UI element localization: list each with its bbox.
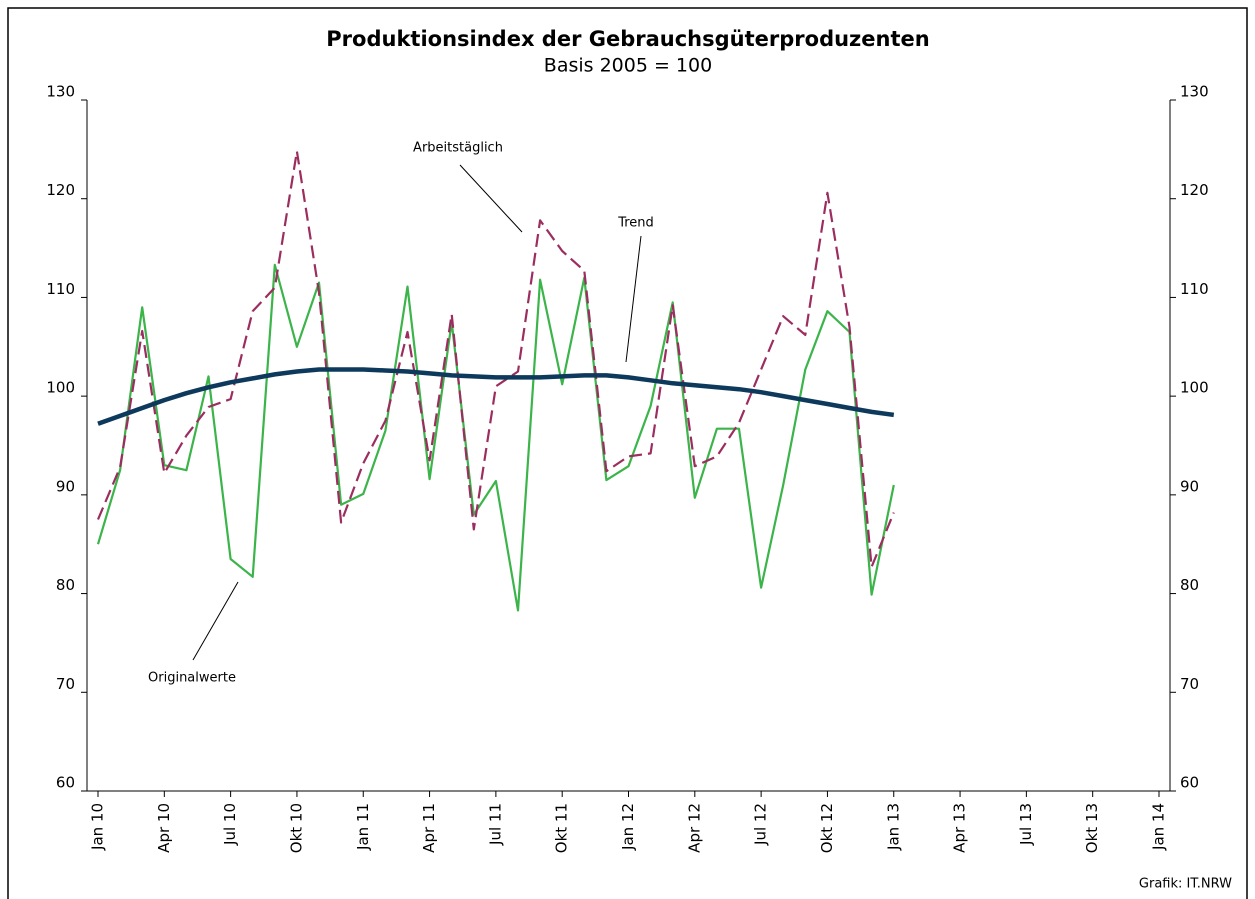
- y2-tick-label: 120: [1180, 181, 1209, 199]
- x-tick-label: Apr 12: [685, 803, 703, 853]
- x-tick-label: Okt 11: [553, 803, 571, 853]
- annotation: Arbeitstäglich: [413, 141, 503, 156]
- chart-title: Produktionsindex der Gebrauchsgüterprodu…: [326, 27, 929, 51]
- x-tick-label: Jul 12: [752, 803, 770, 846]
- line-series: [96, 150, 895, 568]
- y-tick-label: 70: [56, 675, 75, 693]
- x-tick-label: Okt 13: [1083, 803, 1101, 853]
- leader-line: [459, 164, 523, 233]
- y-tick-label: 60: [56, 774, 75, 792]
- y2-tick-label: 90: [1180, 477, 1199, 495]
- leader-line: [625, 235, 642, 363]
- x-tick-label: Jan 12: [619, 803, 637, 851]
- y-tick-label: 130: [46, 83, 75, 101]
- y2-tick-label: 130: [1180, 83, 1209, 101]
- y2-tick-label: 80: [1180, 576, 1199, 594]
- x-tick-label: Apr 13: [951, 803, 969, 853]
- x-tick-label: Apr 11: [420, 803, 438, 853]
- x-tick-label: Jan 13: [884, 803, 902, 851]
- x-tick-label: Okt 12: [818, 803, 836, 853]
- y2-tick-label: 70: [1180, 675, 1199, 693]
- x-tick-label: Jul 11: [486, 803, 504, 846]
- y2-tick-label: 60: [1180, 774, 1199, 792]
- line-series: [96, 263, 895, 612]
- source-note: Grafik: IT.NRW: [1139, 877, 1232, 892]
- y-tick-label: 80: [56, 576, 75, 594]
- x-tick-label: Jan 11: [354, 803, 372, 851]
- annotation: Originalwerte: [148, 671, 236, 686]
- y-tick-label: 90: [56, 477, 75, 495]
- x-tick-label: Jan 10: [89, 803, 107, 851]
- y-tick-label: 120: [46, 181, 75, 199]
- y-tick-label: 100: [46, 379, 75, 397]
- frame: [7, 7, 1248, 899]
- annotation: Trend: [617, 216, 654, 231]
- leader-line: [192, 581, 239, 661]
- x-tick-label: Jan 14: [1150, 803, 1168, 851]
- x-tick-label: Okt 10: [287, 803, 305, 853]
- y2-tick-label: 110: [1180, 280, 1209, 298]
- x-tick-label: Jul 13: [1017, 803, 1035, 846]
- line-series: [97, 367, 895, 426]
- x-tick-label: Apr 10: [155, 803, 173, 853]
- x-tick-label: Jul 10: [221, 803, 239, 846]
- y-tick-label: 110: [46, 280, 75, 298]
- chart-subtitle: Basis 2005 = 100: [544, 55, 712, 77]
- y2-tick-label: 100: [1180, 379, 1209, 397]
